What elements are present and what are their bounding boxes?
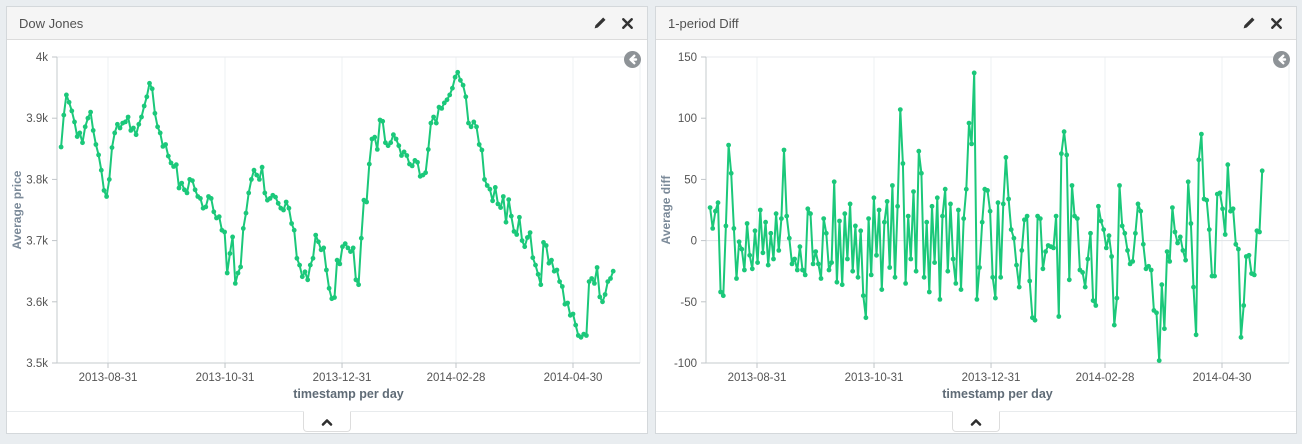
svg-text:2013-08-31: 2013-08-31 [728, 372, 787, 384]
svg-text:3.7k: 3.7k [26, 236, 48, 248]
panel-footer [7, 411, 647, 433]
svg-text:2014-04-30: 2014-04-30 [544, 372, 603, 384]
chart-area: 4k 3.9k 3.8k 3.7k 3.6k 3.5k 2013-08-31 2013-10-… [7, 40, 647, 411]
panel-1-period-diff: 1-period Diff 150 100 50 0 -50 -100 2013-08-31… [655, 6, 1297, 434]
svg-text:Average price: Average price [10, 170, 24, 249]
svg-text:2013-08-31: 2013-08-31 [79, 372, 138, 384]
svg-text:timestamp per day: timestamp per day [293, 387, 404, 401]
chart-area: 150 100 50 0 -50 -100 2013-08-31 2013-10-31 2013… [656, 40, 1296, 411]
svg-text:timestamp per day: timestamp per day [942, 387, 1053, 401]
panel-header: Dow Jones [7, 7, 647, 40]
panel-footer [656, 411, 1296, 433]
svg-text:150: 150 [678, 52, 697, 64]
collapse-up-icon [321, 418, 333, 426]
svg-text:2013-10-31: 2013-10-31 [196, 372, 255, 384]
svg-text:50: 50 [684, 174, 697, 186]
panel-header-icons [592, 16, 635, 31]
close-x-icon[interactable] [620, 16, 635, 31]
svg-text:3.9k: 3.9k [26, 113, 48, 125]
back-arrow-icon[interactable] [1273, 51, 1290, 68]
svg-text:3.6k: 3.6k [26, 297, 48, 309]
svg-text:2014-04-30: 2014-04-30 [1193, 372, 1252, 384]
svg-text:4k: 4k [36, 52, 48, 64]
timeseries-chart[interactable]: 4k 3.9k 3.8k 3.7k 3.6k 3.5k 2013-08-31 2013-10-… [7, 40, 647, 411]
panel-header-icons [1241, 16, 1284, 31]
collapse-panel-button[interactable] [303, 411, 351, 432]
svg-text:3.8k: 3.8k [26, 174, 48, 186]
timeseries-chart[interactable]: 150 100 50 0 -50 -100 2013-08-31 2013-10-31 2013… [656, 40, 1296, 411]
svg-text:2014-02-28: 2014-02-28 [1076, 372, 1135, 384]
panel-dow-jones: Dow Jones 4k 3.9k 3.8k 3.7k 3.6k 3.5k 2013-08-… [6, 6, 648, 434]
svg-text:2013-12-31: 2013-12-31 [313, 372, 372, 384]
svg-text:-100: -100 [674, 358, 697, 370]
collapse-up-icon [970, 418, 982, 426]
panel-title: Dow Jones [19, 15, 84, 31]
edit-pencil-icon[interactable] [592, 16, 607, 31]
svg-text:-50: -50 [680, 297, 697, 309]
close-x-icon[interactable] [1269, 16, 1284, 31]
back-arrow-icon[interactable] [624, 51, 641, 68]
panel-title: 1-period Diff [668, 15, 739, 31]
edit-pencil-icon[interactable] [1241, 16, 1256, 31]
panel-header: 1-period Diff [656, 7, 1296, 40]
svg-text:0: 0 [691, 236, 697, 248]
svg-text:2013-10-31: 2013-10-31 [845, 372, 904, 384]
svg-text:100: 100 [678, 113, 697, 125]
collapse-panel-button[interactable] [952, 411, 1000, 432]
svg-text:Average diff: Average diff [659, 175, 673, 245]
svg-text:2013-12-31: 2013-12-31 [962, 372, 1021, 384]
svg-text:3.5k: 3.5k [26, 358, 48, 370]
svg-text:2014-02-28: 2014-02-28 [427, 372, 486, 384]
